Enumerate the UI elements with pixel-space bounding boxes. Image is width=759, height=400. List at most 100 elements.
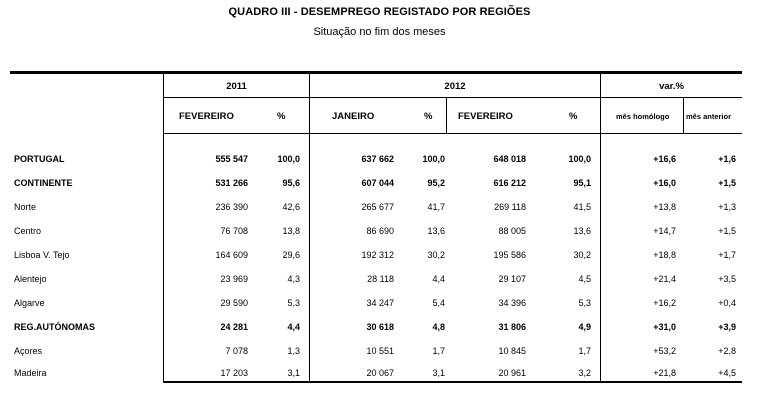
table-row: Madeira 17 203 3,1 20 067 3,1 20 961 3,2…	[0, 367, 759, 379]
value-fev-2012: 269 118	[494, 202, 526, 212]
value-fev-2012: 88 005	[498, 226, 526, 236]
header-mes-anterior: mês anterior	[686, 112, 732, 121]
top-rule	[10, 71, 742, 74]
pct-fev-2011: 42,6	[282, 202, 300, 212]
header-janeiro-2012: JANEIRO	[332, 111, 375, 122]
value-jan-2012: 607 044	[361, 178, 394, 188]
value-jan-2012: 265 677	[361, 202, 394, 212]
var-anterior: +2,8	[718, 346, 736, 356]
var-homologo: +16,6	[653, 154, 676, 164]
value-fev-2011: 531 266	[215, 178, 248, 188]
header-fevereiro-2012: FEVEREIRO	[458, 111, 513, 122]
pct-fev-2012: 5,3	[578, 298, 591, 308]
value-fev-2011: 164 609	[215, 250, 248, 260]
region-label: Norte	[14, 202, 37, 212]
table-row: Lisboa V. Tejo 164 609 29,6 192 312 30,2…	[0, 249, 759, 261]
header-pct-2011: %	[277, 111, 286, 122]
bottom-rule	[163, 381, 742, 383]
value-fev-2012: 195 586	[493, 250, 526, 260]
pct-jan-2012: 13,6	[427, 226, 445, 236]
pct-jan-2012: 95,2	[427, 178, 445, 188]
value-jan-2012: 20 067	[366, 368, 394, 378]
pct-jan-2012: 4,4	[432, 274, 445, 284]
pct-fev-2012: 30,2	[573, 250, 591, 260]
pct-jan-2012: 41,7	[427, 202, 445, 212]
pct-fev-2012: 4,5	[578, 274, 591, 284]
value-fev-2011: 236 390	[215, 202, 248, 212]
region-label: Açores	[14, 346, 43, 356]
var-homologo: +53,2	[653, 346, 676, 356]
pct-fev-2012: 3,2	[578, 368, 591, 378]
value-fev-2012: 10 845	[498, 346, 526, 356]
value-jan-2012: 86 690	[366, 226, 394, 236]
var-anterior: +1,6	[718, 154, 736, 164]
pct-fev-2012: 100,0	[568, 154, 591, 164]
table-row: Algarve 29 590 5,3 34 247 5,4 34 396 5,3…	[0, 297, 759, 309]
value-fev-2012: 31 806	[498, 322, 526, 332]
table-row: Centro 76 708 13,8 86 690 13,6 88 005 13…	[0, 225, 759, 237]
table-row: Norte 236 390 42,6 265 677 41,7 269 118 …	[0, 201, 759, 213]
value-jan-2012: 34 247	[366, 298, 394, 308]
header-mes-homologo: mês homólogo	[616, 112, 670, 121]
table-row: Açores 7 078 1,3 10 551 1,7 10 845 1,7 +…	[0, 345, 759, 357]
var-homologo: +16,2	[653, 298, 676, 308]
pct-jan-2012: 3,1	[432, 368, 445, 378]
pct-fev-2012: 13,6	[573, 226, 591, 236]
pct-fev-2011: 29,6	[282, 250, 300, 260]
var-anterior: +3,5	[718, 274, 736, 284]
col-divider-2011	[309, 74, 310, 382]
table-row: CONTINENTE 531 266 95,6 607 044 95,2 616…	[0, 177, 759, 189]
pct-jan-2012: 5,4	[432, 298, 445, 308]
pct-jan-2012: 100,0	[422, 154, 445, 164]
value-fev-2011: 76 708	[220, 226, 248, 236]
pct-fev-2011: 95,6	[282, 178, 300, 188]
pct-jan-2012: 1,7	[432, 346, 445, 356]
pct-fev-2011: 100,0	[277, 154, 300, 164]
region-label: Alentejo	[14, 274, 47, 284]
var-anterior: +3,9	[718, 322, 736, 332]
var-homologo: +13,8	[653, 202, 676, 212]
header-fevereiro-2011: FEVEREIRO	[179, 111, 234, 122]
region-label: Madeira	[14, 368, 47, 378]
table-row: REG.AUTÓNOMAS 24 281 4,4 30 618 4,8 31 8…	[0, 321, 759, 333]
var-anterior: +4,5	[718, 368, 736, 378]
var-anterior: +0,4	[718, 298, 736, 308]
pct-fev-2012: 95,1	[573, 178, 591, 188]
var-homologo: +31,0	[653, 322, 676, 332]
table-row: Alentejo 23 969 4,3 28 118 4,4 29 107 4,…	[0, 273, 759, 285]
header-pct-jan: %	[424, 111, 433, 122]
var-homologo: +14,7	[653, 226, 676, 236]
value-fev-2011: 555 547	[215, 154, 248, 164]
pct-fev-2011: 4,4	[287, 322, 300, 332]
value-fev-2012: 648 018	[493, 154, 526, 164]
pct-fev-2011: 1,3	[287, 346, 300, 356]
value-fev-2011: 7 078	[225, 346, 248, 356]
header-pct-fev: %	[569, 111, 578, 122]
region-label: CONTINENTE	[14, 178, 73, 188]
table-row: PORTUGAL 555 547 100,0 637 662 100,0 648…	[0, 153, 759, 165]
value-jan-2012: 30 618	[366, 322, 394, 332]
region-label: Lisboa V. Tejo	[14, 250, 70, 260]
var-anterior: +1,5	[718, 178, 736, 188]
pct-fev-2012: 1,7	[578, 346, 591, 356]
value-jan-2012: 10 551	[366, 346, 394, 356]
pct-fev-2011: 5,3	[287, 298, 300, 308]
value-fev-2011: 17 203	[220, 368, 248, 378]
col-divider-var	[683, 98, 684, 133]
value-jan-2012: 28 118	[367, 274, 394, 284]
year-separator-rule	[163, 97, 742, 98]
region-label: PORTUGAL	[14, 154, 65, 164]
value-fev-2011: 23 969	[220, 274, 248, 284]
region-label: Algarve	[14, 298, 45, 308]
header-year-2012: 2012	[444, 81, 466, 92]
value-fev-2012: 20 961	[498, 368, 526, 378]
value-fev-2011: 24 281	[220, 322, 248, 332]
var-anterior: +1,3	[718, 202, 736, 212]
header-var: var.%	[659, 81, 684, 92]
col-divider-2012	[600, 74, 601, 382]
value-fev-2012: 29 107	[498, 274, 526, 284]
pct-jan-2012: 4,8	[432, 322, 445, 332]
col-divider-region	[163, 74, 164, 382]
table-title: QUADRO III - DESEMPREGO REGISTADO POR RE…	[228, 6, 531, 18]
var-homologo: +18,8	[653, 250, 676, 260]
